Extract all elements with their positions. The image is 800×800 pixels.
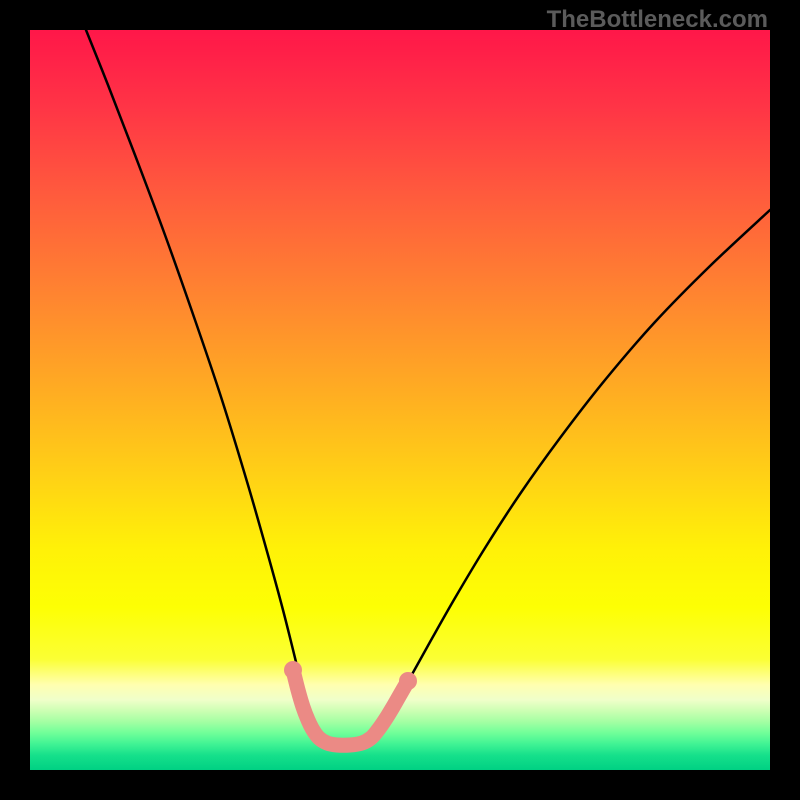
valley-dot-right: [399, 672, 417, 690]
bottleneck-curve: [86, 30, 770, 746]
valley-dot-left: [284, 661, 302, 679]
chart-svg: [0, 0, 800, 800]
valley-highlight: [293, 670, 408, 745]
